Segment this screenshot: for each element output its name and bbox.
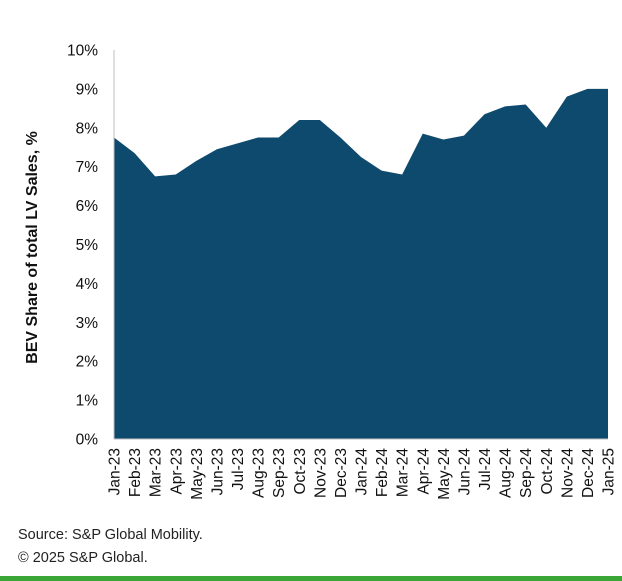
x-tick-label: May-23 (189, 448, 206, 500)
x-tick-label: Jun-24 (456, 448, 473, 496)
x-tick-label: Jan-23 (107, 448, 124, 495)
x-tick-label: Jul-24 (477, 448, 494, 491)
x-tick-label: Nov-24 (559, 448, 576, 498)
y-tick-label: 6% (76, 198, 99, 215)
y-tick-label: 9% (76, 81, 99, 98)
x-tick-label: Aug-23 (251, 448, 268, 498)
y-tick-label: 3% (76, 315, 99, 332)
source-note: Source: S&P Global Mobility. (18, 527, 203, 543)
x-axis-ticks: Jan-23 Feb-23 Mar-23 Apr-23 May-23 Jun-23 Jul-… (107, 448, 618, 500)
x-tick-label: Mar-23 (148, 448, 165, 497)
x-tick-label: Sep-23 (271, 448, 288, 498)
bottom-accent-bar (0, 576, 622, 581)
area-chart: 0%1%2%3%4%5%6%7%8%9%10% Jan-23 Feb-23 Mar-… (24, 43, 618, 500)
copyright-note: © 2025 S&P Global. (18, 550, 148, 566)
y-tick-label: 4% (76, 276, 99, 293)
x-tick-label: Apr-24 (415, 448, 432, 495)
y-tick-label: 10% (67, 43, 98, 60)
y-tick-label: 2% (76, 354, 99, 371)
x-tick-label: Dec-23 (333, 448, 350, 498)
x-tick-label: Apr-23 (168, 448, 185, 495)
y-axis-ticks: 0% 1% 2% 3% 4% 5% 6% 7% 8% 9% 10% (67, 43, 98, 449)
bev-share-area (114, 88, 608, 440)
y-tick-label: 7% (76, 159, 99, 176)
x-tick-label: Mar-24 (395, 448, 412, 497)
y-tick-label: 0% (76, 432, 99, 449)
x-tick-label: May-24 (436, 448, 453, 500)
x-tick-label: Jan-24 (354, 448, 371, 496)
x-tick-label: Dec-24 (580, 448, 597, 498)
y-tick-label: 8% (76, 120, 99, 137)
y-axis-label: BEV Share of total LV Sales, % (24, 131, 41, 364)
x-tick-label: Oct-23 (292, 448, 309, 495)
x-tick-label: Sep-24 (518, 448, 535, 498)
x-tick-label: Jun-23 (209, 448, 226, 495)
x-tick-label: Jan-25 (601, 448, 618, 495)
x-tick-label: Jul-23 (230, 448, 247, 490)
x-tick-label: Nov-23 (312, 448, 329, 498)
y-tick-label: 1% (76, 393, 99, 410)
x-tick-label: Feb-24 (374, 448, 391, 497)
x-tick-label: Oct-24 (539, 448, 556, 495)
x-tick-label: Feb-23 (127, 448, 144, 497)
x-tick-label: Aug-24 (498, 448, 515, 498)
y-tick-label: 5% (76, 237, 99, 254)
